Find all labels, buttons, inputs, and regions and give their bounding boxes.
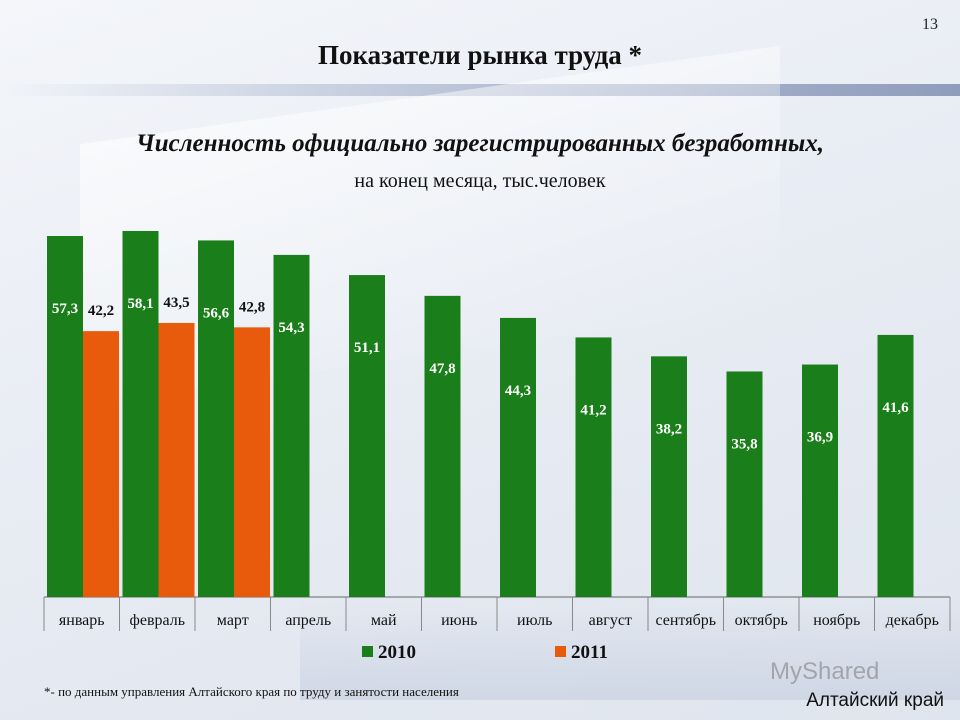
bar-2010 — [273, 254, 310, 597]
x-tick-label: июнь — [441, 612, 477, 629]
bar-2010 — [877, 334, 914, 597]
footnote: *- по данным управления Алтайского края … — [44, 684, 459, 699]
data-label: 41,6 — [882, 400, 909, 416]
chart-subtitle: на конец месяца, тыс.человек — [354, 170, 606, 192]
legend-label-2011: 2011 — [571, 642, 608, 663]
data-label: 57,3 — [52, 301, 78, 317]
bar-2010 — [198, 240, 234, 598]
x-tick-label: ноябрь — [813, 612, 860, 629]
x-tick-label: февраль — [129, 612, 185, 629]
slide-number: 13 — [922, 16, 938, 33]
chart-title: Численность официально зарегистрированны… — [136, 130, 824, 157]
legend-label-2010: 2010 — [378, 642, 416, 663]
data-label: 56,6 — [203, 305, 230, 321]
x-tick-label: август — [589, 612, 632, 629]
bar-2011 — [158, 322, 195, 597]
data-label: 47,8 — [429, 361, 455, 377]
bar-2010 — [349, 275, 385, 597]
data-label: 44,3 — [505, 383, 531, 399]
watermark-logo: MyShared — [770, 658, 880, 685]
bar-2010 — [575, 337, 612, 597]
data-label: 51,1 — [354, 340, 380, 356]
x-tick-label: март — [217, 612, 249, 629]
data-label: 41,2 — [580, 402, 606, 418]
bar-2011 — [83, 331, 119, 597]
data-label: 43,5 — [163, 295, 189, 311]
bar-2010 — [726, 371, 763, 597]
bar-2010 — [802, 364, 838, 597]
data-label: 42,2 — [88, 303, 114, 319]
bar-2010 — [47, 236, 83, 597]
x-tick-label: апрель — [285, 612, 331, 629]
data-label: 35,8 — [731, 436, 757, 452]
x-tick-label: октябрь — [735, 612, 788, 629]
x-tick-label: сентябрь — [655, 612, 716, 629]
bar-2010 — [122, 230, 159, 597]
x-tick-label: декабрь — [886, 612, 939, 629]
region-label: Алтайский край — [806, 690, 944, 711]
background-decoration-bottom — [300, 600, 960, 700]
data-label: 54,3 — [278, 320, 304, 336]
bar-2010 — [500, 317, 536, 597]
data-label: 38,2 — [656, 421, 682, 437]
bar-2010 — [424, 295, 461, 597]
legend-swatch-2010 — [362, 646, 373, 657]
legend-swatch-2011 — [555, 646, 566, 657]
data-label: 58,1 — [127, 296, 153, 312]
bar-2010 — [651, 356, 687, 597]
x-tick-label: май — [371, 612, 397, 629]
data-label: 36,9 — [807, 430, 833, 446]
data-label: 42,8 — [239, 299, 265, 315]
bar-2011 — [234, 327, 270, 597]
x-tick-label: июль — [517, 612, 552, 629]
slide-title: Показатели рынка труда * — [317, 40, 642, 70]
x-tick-label: январь — [59, 612, 105, 629]
